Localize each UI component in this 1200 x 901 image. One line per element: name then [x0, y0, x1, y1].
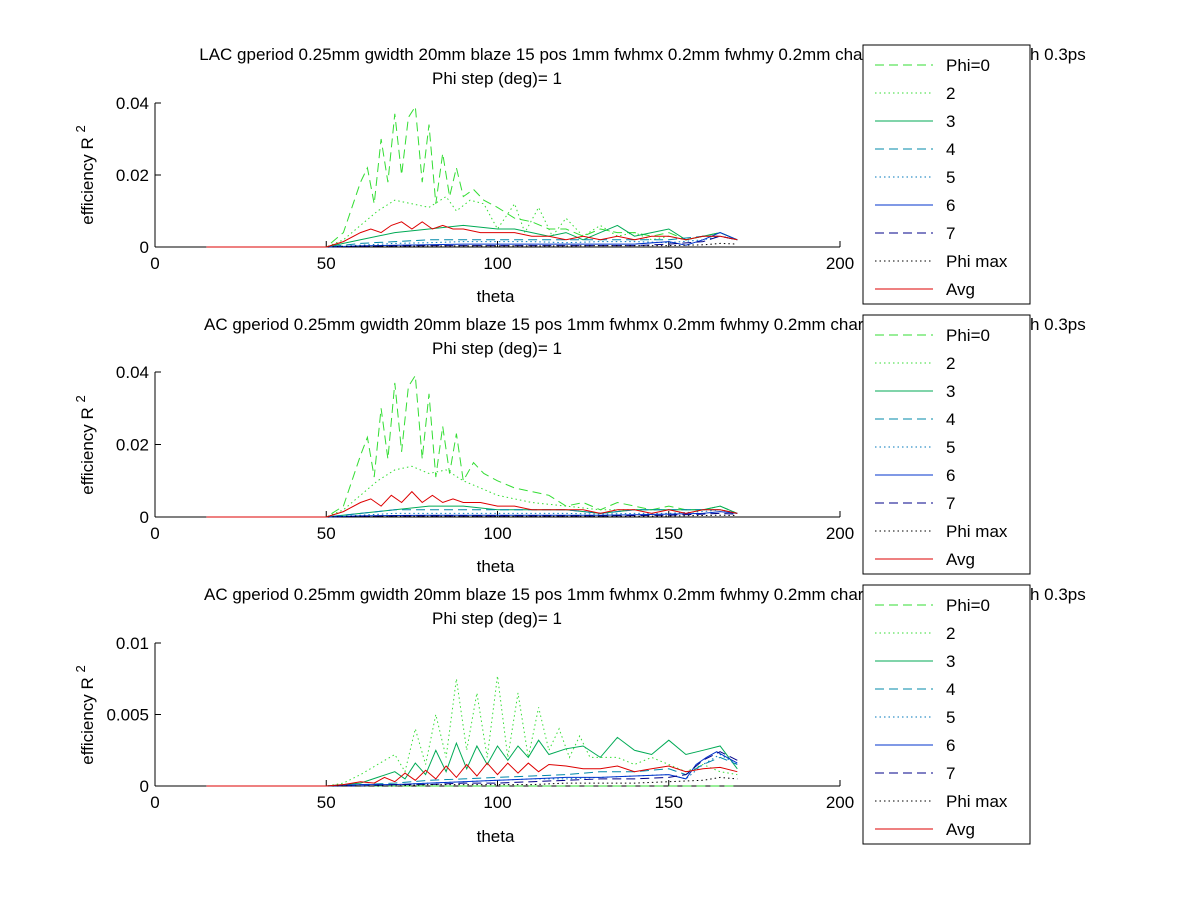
chart-title-line2: Phi step (deg)= 1 — [432, 609, 562, 628]
legend-entry-label: 3 — [946, 112, 955, 131]
legend-box — [862, 584, 1031, 845]
y-tick-label: 0 — [140, 777, 149, 796]
series-line-3 — [206, 736, 738, 787]
y-axis-label-main: efficiency R — [78, 672, 97, 764]
chart-title-line1-tail: h 0.3ps — [1030, 315, 1086, 334]
series-line-4 — [206, 235, 738, 248]
x-axis-label: theta — [477, 287, 515, 306]
series-line-4 — [206, 756, 738, 787]
y-tick-label: 0 — [140, 508, 149, 527]
legend-entry-label: 2 — [946, 624, 955, 643]
series-line-7 — [206, 751, 738, 787]
x-axis-label: theta — [477, 557, 515, 576]
x-tick-label: 200 — [826, 793, 854, 812]
subplot-1: LAC gperiod 0.25mm gwidth 20mm blaze 15 … — [73, 44, 1086, 306]
y-axis-label-superscript: 2 — [73, 395, 88, 402]
legend-entry-label: Phi max — [946, 792, 1008, 811]
legend-entry-label: 5 — [946, 708, 955, 727]
series-line-phi-max — [206, 242, 738, 248]
legend: Phi=0 2 3 4 5 6 7 Phi max Avg — [862, 44, 1031, 305]
y-tick-label: 0.005 — [106, 706, 149, 725]
series-line-5 — [206, 509, 738, 518]
y-tick-label: 0.02 — [116, 166, 149, 185]
chart-title-line1: AC gperiod 0.25mm gwidth 20mm blaze 15 p… — [204, 585, 906, 604]
series-line-6 — [206, 511, 738, 518]
series-line-phi-max — [206, 776, 738, 787]
y-tick-label: 0.01 — [116, 634, 149, 653]
chart-title-line2: Phi step (deg)= 1 — [432, 69, 562, 88]
chart-title-line1: AC gperiod 0.25mm gwidth 20mm blaze 15 p… — [204, 315, 906, 334]
y-tick-label: 0.02 — [116, 436, 149, 455]
legend-box — [862, 314, 1031, 575]
legend-entry-label: Phi=0 — [946, 56, 990, 75]
legend-entry-label: 2 — [946, 354, 955, 373]
series-line-avg — [206, 221, 738, 248]
chart-title-line1-tail: h 0.3ps — [1030, 45, 1086, 64]
chart-title-line1-tail: h 0.3ps — [1030, 585, 1086, 604]
legend-entry-label: Avg — [946, 550, 975, 569]
x-tick-label: 0 — [150, 524, 159, 543]
legend-entry-label: 4 — [946, 680, 955, 699]
legend-entry-label: 4 — [946, 410, 955, 429]
x-tick-label: 50 — [317, 254, 336, 273]
y-axis-label-superscript: 2 — [73, 665, 88, 672]
series-line-phi-0 — [206, 374, 738, 518]
legend: Phi=0 2 3 4 5 6 7 Phi max Avg — [862, 314, 1031, 575]
subplot-2: AC gperiod 0.25mm gwidth 20mm blaze 15 p… — [73, 314, 1086, 576]
legend-entry-label: Phi max — [946, 252, 1008, 271]
series-line-phi-max — [206, 514, 738, 518]
series-line-3 — [206, 224, 738, 248]
y-axis-label: efficiency R 2 — [73, 395, 97, 495]
legend-entry-label: 3 — [946, 382, 955, 401]
legend-entry-label: Phi max — [946, 522, 1008, 541]
legend: Phi=0 2 3 4 5 6 7 Phi max Avg — [862, 584, 1031, 845]
x-tick-label: 50 — [317, 793, 336, 812]
chart-title-line2: Phi step (deg)= 1 — [432, 339, 562, 358]
y-axis-label-main: efficiency R — [78, 132, 97, 224]
x-tick-label: 50 — [317, 524, 336, 543]
legend-entry-label: 2 — [946, 84, 955, 103]
subplot-3: AC gperiod 0.25mm gwidth 20mm blaze 15 p… — [73, 584, 1086, 846]
y-tick-label: 0 — [140, 238, 149, 257]
x-axis-label: theta — [477, 827, 515, 846]
legend-entry-label: 6 — [946, 466, 955, 485]
y-tick-label: 0.04 — [116, 363, 149, 382]
series-line-2 — [206, 675, 738, 787]
legend-box — [862, 44, 1031, 305]
legend-entry-label: 5 — [946, 168, 955, 187]
x-tick-label: 200 — [826, 254, 854, 273]
y-axis-label: efficiency R 2 — [73, 125, 97, 225]
legend-entry-label: Avg — [946, 820, 975, 839]
legend-entry-label: 7 — [946, 224, 955, 243]
legend-entry-label: Avg — [946, 280, 975, 299]
legend-entry-label: Phi=0 — [946, 326, 990, 345]
series-line-phi-0 — [206, 105, 738, 248]
chart-title-line1: LAC gperiod 0.25mm gwidth 20mm blaze 15 … — [199, 45, 910, 64]
legend-entry-label: 7 — [946, 494, 955, 513]
legend-entry-label: 5 — [946, 438, 955, 457]
x-tick-label: 150 — [655, 793, 683, 812]
legend-entry-label: 4 — [946, 140, 955, 159]
x-tick-label: 150 — [655, 254, 683, 273]
y-tick-label: 0.04 — [116, 94, 149, 113]
legend-entry-label: 6 — [946, 736, 955, 755]
x-tick-label: 0 — [150, 254, 159, 273]
x-tick-label: 150 — [655, 524, 683, 543]
x-tick-label: 100 — [483, 254, 511, 273]
series-line-avg — [206, 490, 738, 518]
x-tick-label: 100 — [483, 793, 511, 812]
legend-entry-label: 6 — [946, 196, 955, 215]
legend-entry-label: Phi=0 — [946, 596, 990, 615]
y-axis-label-main: efficiency R — [78, 402, 97, 494]
x-tick-label: 100 — [483, 524, 511, 543]
y-axis-label: efficiency R 2 — [73, 665, 97, 765]
series-line-avg — [206, 762, 738, 787]
y-axis-label-superscript: 2 — [73, 125, 88, 132]
series-line-6 — [206, 232, 738, 248]
x-tick-label: 200 — [826, 524, 854, 543]
x-tick-label: 0 — [150, 793, 159, 812]
legend-entry-label: 7 — [946, 764, 955, 783]
legend-entry-label: 3 — [946, 652, 955, 671]
